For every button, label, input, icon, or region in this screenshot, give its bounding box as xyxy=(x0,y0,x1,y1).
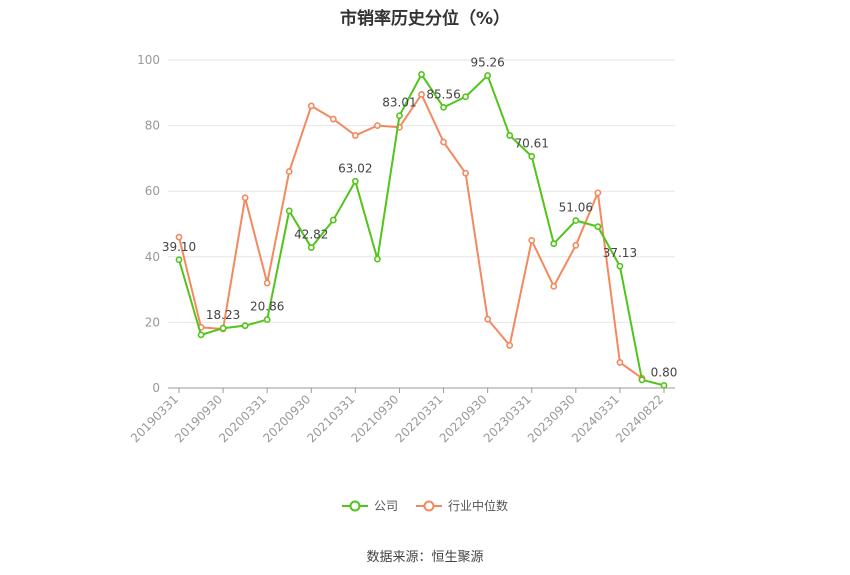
data-point-industry-median-20210331 xyxy=(351,132,359,139)
data-label-company-20190331: 39.10 xyxy=(162,240,196,254)
data-label-company-20240331: 37.13 xyxy=(603,246,637,260)
data-point-company-20191231 xyxy=(241,322,249,330)
data-label-company-20210930: 83.01 xyxy=(382,96,416,110)
data-label-company-20210331: 63.02 xyxy=(338,161,372,175)
x-tick-label-20240822: 20240822 xyxy=(613,392,666,445)
data-point-industry-median-20220331 xyxy=(440,138,447,146)
data-point-company-20200331 xyxy=(263,316,271,323)
data-point-company-20230630 xyxy=(550,240,558,248)
data-point-industry-median-20240331 xyxy=(616,359,624,366)
data-point-company-20220630 xyxy=(462,93,469,101)
legend-swatch-company xyxy=(341,500,368,511)
data-labels: 39.10 18.23 20.86 42.82 63.02 83.01 85.56 95.26… xyxy=(162,56,678,380)
data-point-industry-median-20201231 xyxy=(329,115,337,123)
data-point-industry-median-20230630 xyxy=(550,282,558,290)
data-point-company-20240331 xyxy=(616,262,624,270)
data-point-industry-median-20230331 xyxy=(528,236,536,244)
data-label-company-20200331: 20.86 xyxy=(250,300,284,314)
data-point-industry-median-20210630 xyxy=(374,122,381,129)
data-point-company-20200630 xyxy=(285,207,293,215)
data-label-company-20220930: 95.26 xyxy=(470,56,504,70)
series-line-company xyxy=(178,73,665,387)
data-label-company-20190930: 18.23 xyxy=(206,308,240,322)
data-label-company-20230930: 51.06 xyxy=(559,201,593,215)
data-point-company-20190930 xyxy=(219,324,227,332)
data-point-industry-median-20200630 xyxy=(285,168,293,175)
data-point-company-20240630 xyxy=(638,376,646,384)
legend-item-company[interactable]: 公司 xyxy=(341,497,398,514)
data-point-company-20221231 xyxy=(506,132,514,139)
data-label-company-20230331: 70.61 xyxy=(515,136,549,150)
data-source-note: 数据来源：恒生聚源 xyxy=(366,550,484,565)
legend-swatch-industry-median xyxy=(416,500,442,511)
y-tick-label-60: 60 xyxy=(145,184,160,198)
data-point-company-20220331 xyxy=(440,103,447,111)
data-point-company-20201231 xyxy=(329,216,337,224)
data-point-industry-median-20190331 xyxy=(175,233,183,241)
data-point-industry-median-20200331 xyxy=(263,279,271,287)
chart-title: 市销率历史分位（%） xyxy=(339,9,511,29)
y-tick-label-80: 80 xyxy=(145,119,160,133)
data-point-company-20210630 xyxy=(374,255,381,263)
legend-label-industry-median: 行业中位数 xyxy=(448,499,509,513)
data-label-company-20200930: 42.82 xyxy=(294,228,328,242)
data-point-company-20210930 xyxy=(396,112,403,120)
data-point-company-20220930 xyxy=(484,72,492,79)
y-tick-label-40: 40 xyxy=(145,250,160,264)
data-point-company-20231231 xyxy=(594,223,602,231)
data-point-company-20190331 xyxy=(175,256,183,264)
legend-label-company: 公司 xyxy=(373,499,398,513)
data-point-industry-median-20221231 xyxy=(506,341,514,349)
y-tick-label-100: 100 xyxy=(137,53,160,67)
data-point-company-20230331 xyxy=(528,152,536,160)
data-label-company-20240822: 0.80 xyxy=(651,365,678,379)
data-label-company-20220331: 85.56 xyxy=(426,87,460,101)
data-point-industry-median-20220630 xyxy=(462,169,469,177)
data-point-company-20211231 xyxy=(418,71,425,78)
data-point-company-20240822 xyxy=(660,381,668,389)
series-lines xyxy=(175,71,668,389)
legend: 公司 行业中位数 xyxy=(0,497,850,514)
data-point-company-20210331 xyxy=(351,177,359,185)
data-point-industry-median-20231231 xyxy=(594,189,602,197)
data-point-company-20230930 xyxy=(572,217,580,224)
data-point-industry-median-20200930 xyxy=(307,102,315,110)
data-point-company-20200930 xyxy=(307,244,315,251)
grid-lines xyxy=(168,59,675,323)
y-tick-label-20: 20 xyxy=(145,315,160,329)
series-line-industry-median xyxy=(178,93,643,379)
data-point-company-20190630 xyxy=(197,331,205,339)
data-point-industry-median-20220930 xyxy=(484,315,492,323)
legend-item-industry-median[interactable]: 行业中位数 xyxy=(416,497,508,514)
data-point-industry-median-20211231 xyxy=(418,91,425,98)
data-point-industry-median-20191231 xyxy=(241,194,249,202)
y-tick-label-0: 0 xyxy=(152,381,160,395)
data-point-industry-median-20230930 xyxy=(572,241,580,249)
